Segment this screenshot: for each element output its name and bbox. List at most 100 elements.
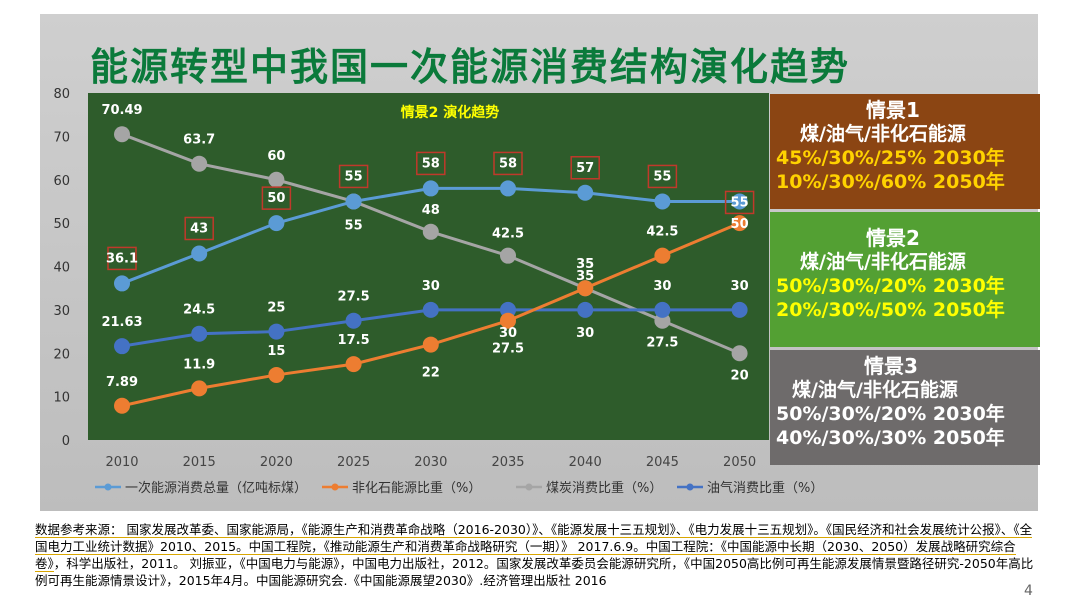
data-label-coal: 63.7 xyxy=(183,133,215,148)
label-box xyxy=(724,190,755,215)
data-label-nonfossil: 42.5 xyxy=(646,225,678,240)
legend-label-oilgas: 油气消费比重（%） xyxy=(707,480,823,496)
data-label-oilgas: 25 xyxy=(267,301,285,316)
x-tick-label: 2010 xyxy=(105,455,138,470)
data-label-total: 43 xyxy=(190,221,208,236)
scenario-3-box: 情景3 煤/油气/非化石能源 50%/30%/20% 2030年 40%/30%… xyxy=(770,350,1040,465)
label-box xyxy=(416,151,446,176)
data-label-nonfossil: 27.5 xyxy=(492,342,524,357)
x-tick-label: 2025 xyxy=(337,455,370,470)
data-point-oilgas xyxy=(422,301,439,318)
legend-label-coal: 煤炭消费比重（%） xyxy=(546,480,662,496)
scenario-1-2030: 45%/30%/25% 2030年 xyxy=(776,147,1005,169)
x-tick-label: 2015 xyxy=(183,455,216,470)
data-point-coal xyxy=(731,345,748,362)
data-point-nonfossil xyxy=(654,247,671,264)
data-label-coal: 42.5 xyxy=(492,227,524,242)
legend-marker-nonfossil xyxy=(331,483,339,491)
source-footnote: 数据参考来源： 国家发展改革委、国家能源局，《能源生产和消费革命战略（2016-… xyxy=(35,521,1035,589)
x-tick-label: 2045 xyxy=(646,455,679,470)
data-label-nonfossil: 35 xyxy=(576,257,594,272)
data-label-nonfossil: 15 xyxy=(267,344,285,359)
data-point-oilgas xyxy=(654,301,671,318)
x-tick-label: 2030 xyxy=(414,455,447,470)
y-tick-label: 0 xyxy=(62,434,70,449)
data-point-oilgas xyxy=(191,325,208,342)
scenario-2-2030: 50%/30%/20% 2030年 xyxy=(776,275,1005,297)
data-label-nonfossil: 50 xyxy=(731,217,749,232)
data-label-oilgas: 24.5 xyxy=(183,303,215,318)
data-point-nonfossil xyxy=(500,312,516,329)
page-title: 能源转型中我国一次能源消费结构演化趋势 xyxy=(90,45,851,89)
data-label-nonfossil: 11.9 xyxy=(183,357,215,372)
y-tick-label: 60 xyxy=(53,174,70,189)
data-point-oilgas xyxy=(731,301,748,318)
data-label-total: 55 xyxy=(345,169,363,184)
data-point-total xyxy=(422,180,439,197)
y-tick-label: 50 xyxy=(53,217,70,232)
data-label-coal: 35 xyxy=(576,269,594,284)
data-label-coal: 55 xyxy=(345,218,363,233)
legend-marker-total xyxy=(104,483,112,491)
data-label-coal: 20 xyxy=(731,368,749,383)
data-point-nonfossil xyxy=(577,280,594,297)
footnote-rest: ，科学出版社，2011。 刘振亚，《中国电力与能源》，中国电力出版社，2012。… xyxy=(35,556,1034,588)
y-tick-label: 10 xyxy=(53,391,70,406)
data-label-oilgas: 30 xyxy=(653,279,671,294)
data-point-total xyxy=(731,193,748,210)
label-box xyxy=(338,164,369,189)
legend-label-total: 一次能源消费总量（亿吨标煤） xyxy=(125,480,307,496)
data-point-nonfossil xyxy=(268,366,285,383)
data-point-total xyxy=(577,184,594,201)
scenario-3-title: 情景3 xyxy=(864,354,918,378)
data-point-total xyxy=(654,193,671,210)
y-tick-label: 70 xyxy=(53,130,70,145)
scenario-3-2050: 40%/30%/30% 2050年 xyxy=(776,427,1005,449)
label-box xyxy=(184,216,214,241)
data-label-total: 36.1 xyxy=(106,251,138,266)
data-point-coal xyxy=(191,155,208,172)
scenario-1-box: 情景1 煤/油气/非化石能源 45%/30%/25% 2030年 10%/30%… xyxy=(770,94,1040,209)
data-label-total: 55 xyxy=(731,195,749,210)
data-point-oilgas xyxy=(345,312,362,329)
series-layer xyxy=(114,126,748,414)
data-label-coal: 27.5 xyxy=(646,336,678,351)
label-box xyxy=(647,164,678,189)
data-label-total: 57 xyxy=(576,161,594,176)
label-box xyxy=(570,156,600,180)
y-tick-label: 40 xyxy=(53,261,70,276)
data-point-oilgas xyxy=(114,338,130,355)
data-label-nonfossil: 7.89 xyxy=(106,375,138,390)
footnote-underlined: 数据参考来源： 国家发展改革委、国家能源局，《能源生产和消费革命战略（2016-… xyxy=(35,522,1033,572)
scenario-1-2050: 10%/30%/60% 2050年 xyxy=(776,171,1005,193)
scenario-2-box: 情景2 煤/油气/非化石能源 50%/30%/20% 2030年 20%/30%… xyxy=(770,212,1040,347)
data-label-coal: 70.49 xyxy=(101,103,142,118)
data-point-oilgas xyxy=(577,301,594,318)
data-point-coal xyxy=(500,247,516,264)
data-label-total: 55 xyxy=(653,169,671,184)
data-point-total xyxy=(114,275,130,292)
data-point-nonfossil xyxy=(191,380,208,397)
y-axis: 0 10 20 30 40 50 60 70 80 xyxy=(53,87,70,449)
data-point-nonfossil xyxy=(114,397,130,414)
scenario-1-title: 情景1 xyxy=(866,98,920,122)
data-point-total xyxy=(268,215,285,232)
data-point-coal xyxy=(268,171,285,188)
data-point-nonfossil xyxy=(345,356,362,373)
legend-marker-coal xyxy=(525,483,533,491)
data-label-total: 58 xyxy=(499,156,517,171)
x-tick-label: 2050 xyxy=(723,455,756,470)
legend: 一次能源消费总量（亿吨标煤） 非化石能源比重（%） 煤炭消费比重（%） 油气消费比重（… xyxy=(95,480,823,496)
scenario-2-2050: 20%/30%/50% 2050年 xyxy=(776,299,1005,321)
data-label-oilgas: 30 xyxy=(422,279,440,294)
data-point-nonfossil xyxy=(731,215,748,232)
data-label-nonfossil: 22 xyxy=(422,366,440,381)
label-box xyxy=(493,151,523,176)
data-label-total: 50 xyxy=(267,191,285,206)
data-label-oilgas: 30 xyxy=(576,326,594,341)
data-label-coal: 60 xyxy=(267,149,285,164)
y-tick-label: 30 xyxy=(53,304,70,319)
data-label-nonfossil: 17.5 xyxy=(338,333,370,348)
legend-label-nonfossil: 非化石能源比重（%） xyxy=(352,480,481,496)
